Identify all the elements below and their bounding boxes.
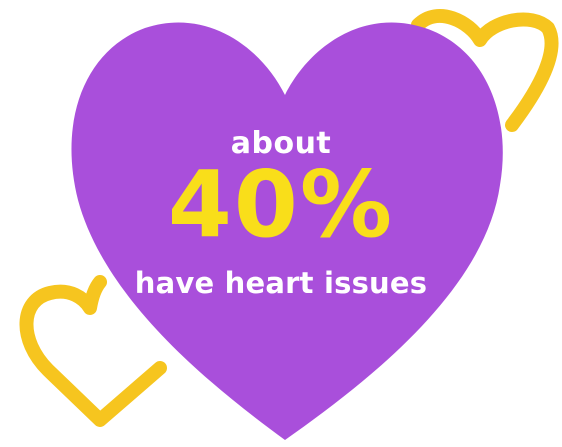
percentage-value: 40% xyxy=(167,151,395,258)
about-label: about xyxy=(230,126,332,161)
heart-outline-icon xyxy=(411,9,559,132)
caption-label: have heart issues xyxy=(134,266,428,300)
heart-icon xyxy=(71,22,503,441)
heart-outline-icon xyxy=(19,275,167,427)
